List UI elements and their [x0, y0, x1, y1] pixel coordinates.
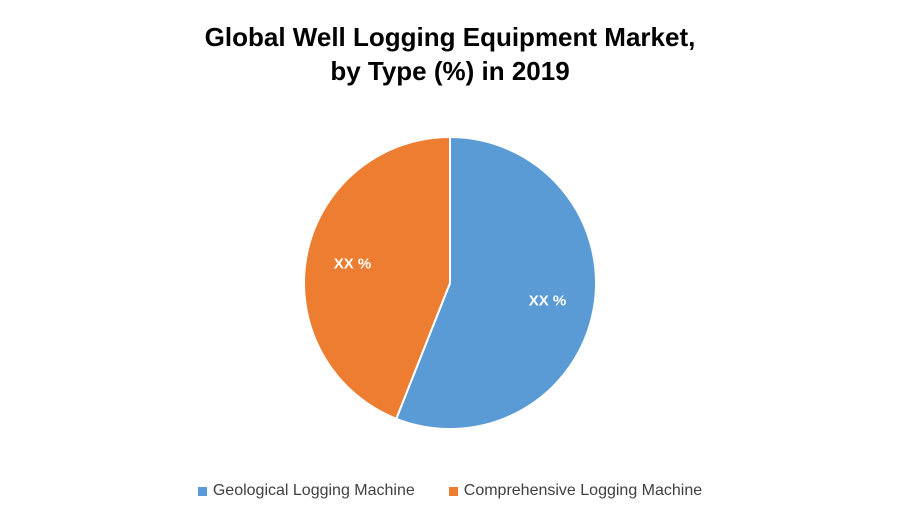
pie-slice-comprehensive: [303, 135, 451, 421]
pie-slice-geological: [394, 135, 597, 430]
legend-swatch-comprehensive: [448, 486, 458, 496]
chart-title-line-2: by Type (%) in 2019: [330, 56, 570, 86]
legend-label-comprehensive: Comprehensive Logging Machine: [463, 482, 703, 499]
legend-item-geological: Geological Logging Machine: [197, 482, 415, 500]
pie-slices: [303, 135, 597, 430]
data-label-geological: XX %: [529, 293, 567, 310]
legend-label-geological: Geological Logging Machine: [212, 482, 415, 499]
legend-swatch-geological: [197, 486, 207, 496]
chart-title: Global Well Logging Equipment Market, by…: [0, 20, 900, 88]
legend: Geological Logging Machine Comprehensive…: [0, 482, 900, 500]
legend-item-comprehensive: Comprehensive Logging Machine: [448, 482, 703, 500]
chart-title-line-1: Global Well Logging Equipment Market,: [204, 22, 696, 52]
pie-labels: XX % XX %: [334, 255, 567, 309]
data-label-comprehensive: XX %: [334, 255, 372, 272]
